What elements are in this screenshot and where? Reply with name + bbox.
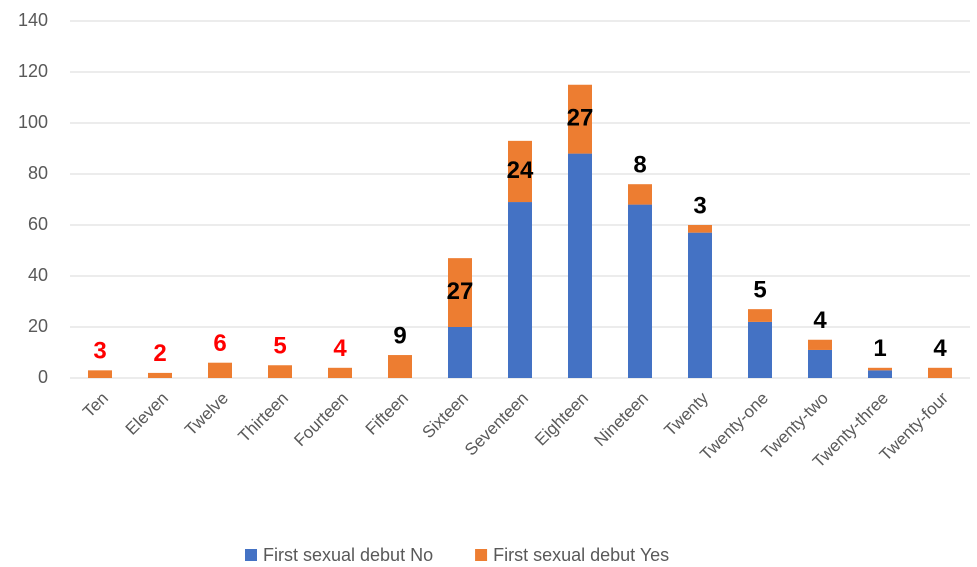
bar-segment	[208, 362, 232, 378]
bar-segment	[568, 84, 592, 154]
data-label: 9	[393, 322, 406, 349]
bar-segment	[88, 370, 112, 378]
bar-segment	[688, 225, 712, 233]
x-tick-label: Thirteen	[234, 389, 292, 447]
data-label: 2	[153, 340, 166, 367]
x-tick-label: Twelve	[181, 389, 232, 440]
bar-segment	[148, 372, 172, 378]
bar-segment	[808, 349, 832, 378]
data-label: 27	[447, 278, 474, 305]
data-label: 8	[633, 152, 646, 179]
bar-segment	[868, 370, 892, 378]
data-label: 27	[567, 105, 594, 132]
data-label: 24	[507, 157, 534, 184]
bar-segment	[748, 309, 772, 322]
bar-segment	[748, 321, 772, 378]
data-label: 4	[333, 335, 347, 362]
legend-label: First sexual debut No	[263, 545, 433, 565]
y-tick-label: 80	[28, 163, 48, 183]
bar-segment	[628, 204, 652, 378]
bar-segment	[508, 140, 532, 203]
bar-segment	[448, 258, 472, 327]
bar-segment	[628, 184, 652, 205]
y-tick-label: 140	[18, 10, 48, 30]
x-tick-label: Eleven	[122, 389, 172, 439]
bar-segment	[688, 232, 712, 378]
bar-segment	[568, 153, 592, 378]
data-label: 3	[93, 338, 106, 365]
bar-segment	[868, 367, 892, 371]
x-tick-label: Fifteen	[362, 389, 412, 439]
y-tick-label: 60	[28, 214, 48, 234]
x-tick-label: Sixteen	[418, 389, 472, 443]
data-label: 1	[873, 335, 886, 362]
legend-label: First sexual debut Yes	[493, 545, 669, 565]
x-tick-label: Ten	[79, 389, 112, 422]
bar-segment	[508, 202, 532, 378]
bar-segment	[808, 339, 832, 350]
bar-segment	[928, 367, 952, 378]
x-tick-label: Eighteen	[531, 389, 592, 450]
data-label: 6	[213, 330, 226, 357]
bar-segment	[268, 365, 292, 378]
y-tick-label: 120	[18, 61, 48, 81]
bar-segment	[328, 367, 352, 378]
data-label: 5	[273, 333, 286, 360]
x-tick-label: Fourteen	[290, 389, 352, 451]
legend-swatch	[245, 549, 257, 561]
data-label: 5	[753, 276, 766, 303]
data-label: 4	[813, 307, 827, 334]
y-tick-label: 40	[28, 265, 48, 285]
x-tick-label: Seventeen	[461, 389, 532, 460]
y-tick-label: 100	[18, 112, 48, 132]
legend-swatch	[475, 549, 488, 561]
x-tick-label: Nineteen	[590, 389, 652, 451]
data-label: 4	[933, 335, 947, 362]
bar-segment	[388, 355, 412, 378]
y-tick-label: 0	[38, 367, 48, 387]
x-tick-label: Twenty	[660, 388, 712, 440]
bar-segment	[448, 327, 472, 378]
y-tick-label: 20	[28, 316, 48, 336]
data-label: 3	[693, 192, 706, 219]
